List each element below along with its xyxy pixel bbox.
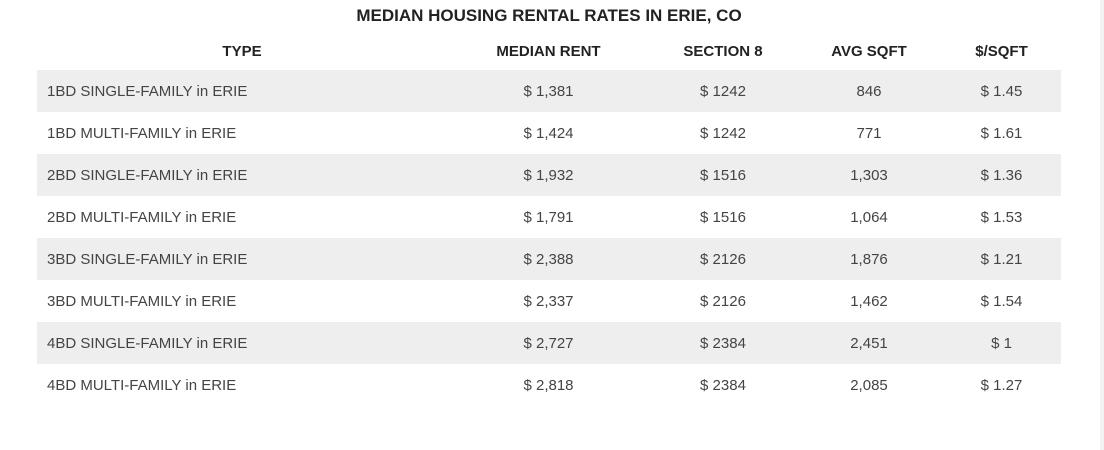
median-rent-cell: $ 1,791 [523, 208, 574, 226]
per-sqft-cell: $ 1.21 [942, 238, 1061, 280]
scroll-edge [1100, 0, 1104, 450]
per-sqft-cell: $ 1.54 [980, 292, 1023, 310]
type-cell: 1BD MULTI-FAMILY in ERIE [47, 124, 237, 142]
avg-sqft-cell: 1,064 [850, 208, 888, 226]
table-row: 3BD MULTI-FAMILY in ERIE $ 2,337 $ 2126 … [37, 280, 1061, 322]
median-rent-cell: $ 1,424 [523, 124, 574, 142]
section-8-cell: $ 2126 [650, 238, 796, 280]
type-cell: 1BD SINGLE-FAMILY in ERIE [37, 70, 447, 112]
rental-rates-table: TYPE MEDIAN RENT SECTION 8 AVG SQFT $/SQ… [37, 33, 1061, 406]
table-row: 2BD SINGLE-FAMILY in ERIE $ 1,932 $ 1516… [37, 154, 1061, 196]
table-row: 2BD MULTI-FAMILY in ERIE $ 1,791 $ 1516 … [37, 196, 1061, 238]
type-cell: 3BD SINGLE-FAMILY in ERIE [37, 238, 447, 280]
section-8-cell: $ 1242 [700, 124, 746, 142]
avg-sqft-cell: 2,451 [796, 322, 942, 364]
avg-sqft-cell: 771 [856, 124, 882, 142]
avg-sqft-cell: 2,085 [850, 376, 888, 394]
table-row: 3BD SINGLE-FAMILY in ERIE $ 2,388 $ 2126… [37, 238, 1061, 280]
type-cell: 3BD MULTI-FAMILY in ERIE [47, 292, 237, 310]
median-rent-cell: $ 2,337 [523, 292, 574, 310]
median-rent-cell: $ 2,818 [523, 376, 574, 394]
column-header-per-sqft: $/SQFT [975, 43, 1028, 60]
table-row: 1BD SINGLE-FAMILY in ERIE $ 1,381 $ 1242… [37, 70, 1061, 112]
section-8-cell: $ 2126 [700, 292, 746, 310]
avg-sqft-cell: 846 [796, 70, 942, 112]
table-header-row: TYPE MEDIAN RENT SECTION 8 AVG SQFT $/SQ… [37, 33, 1061, 70]
section-8-cell: $ 2384 [650, 322, 796, 364]
avg-sqft-cell: 1,303 [796, 154, 942, 196]
table-row: 4BD SINGLE-FAMILY in ERIE $ 2,727 $ 2384… [37, 322, 1061, 364]
column-header-median-rent: MEDIAN RENT [496, 43, 601, 60]
column-header-avg-sqft: AVG SQFT [831, 43, 907, 60]
table-row: 1BD MULTI-FAMILY in ERIE $ 1,424 $ 1242 … [37, 112, 1061, 154]
table-row: 4BD MULTI-FAMILY in ERIE $ 2,818 $ 2384 … [37, 364, 1061, 406]
column-header-section-8: SECTION 8 [683, 43, 763, 60]
median-rent-cell: $ 1,381 [447, 70, 650, 112]
per-sqft-cell: $ 1.27 [980, 376, 1023, 394]
table-title: MEDIAN HOUSING RENTAL RATES IN ERIE, CO [356, 6, 742, 25]
section-8-cell: $ 1242 [650, 70, 796, 112]
type-cell: 2BD MULTI-FAMILY in ERIE [47, 208, 237, 226]
avg-sqft-cell: 1,462 [850, 292, 888, 310]
avg-sqft-cell: 1,876 [796, 238, 942, 280]
column-header-type: TYPE [222, 43, 262, 60]
per-sqft-cell: $ 1.53 [980, 208, 1023, 226]
section-8-cell: $ 1516 [700, 208, 746, 226]
type-cell: 4BD MULTI-FAMILY in ERIE [47, 376, 237, 394]
section-8-cell: $ 1516 [650, 154, 796, 196]
median-rent-cell: $ 2,388 [447, 238, 650, 280]
section-8-cell: $ 2384 [700, 376, 746, 394]
per-sqft-cell: $ 1 [942, 322, 1061, 364]
median-rent-cell: $ 2,727 [447, 322, 650, 364]
per-sqft-cell: $ 1.61 [980, 124, 1023, 142]
type-cell: 4BD SINGLE-FAMILY in ERIE [37, 322, 447, 364]
per-sqft-cell: $ 1.45 [942, 70, 1061, 112]
per-sqft-cell: $ 1.36 [942, 154, 1061, 196]
median-rent-cell: $ 1,932 [447, 154, 650, 196]
type-cell: 2BD SINGLE-FAMILY in ERIE [37, 154, 447, 196]
